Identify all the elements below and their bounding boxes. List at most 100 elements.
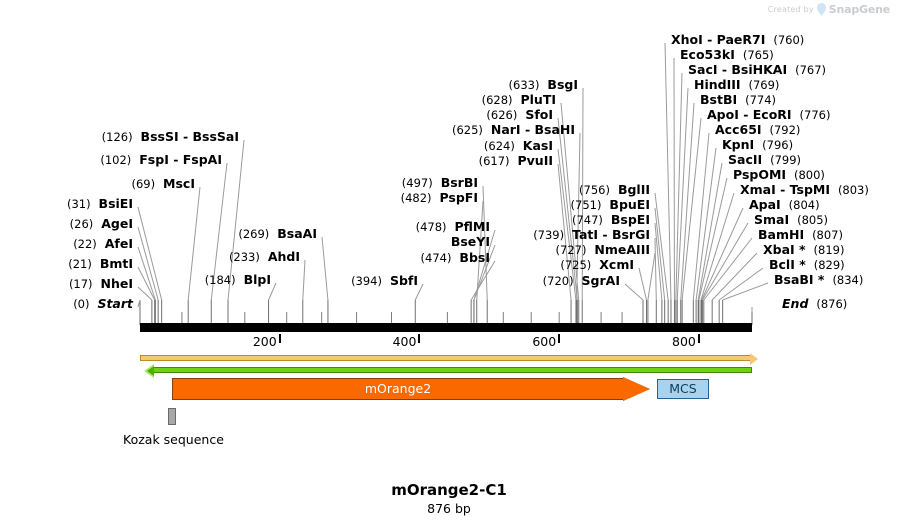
leader-line [137, 226, 159, 301]
kozak-sequence-box[interactable] [168, 408, 176, 425]
site-label-bsiei[interactable]: (31) BsiEI [0, 197, 133, 211]
site-label-bseyi[interactable]: BseYI [0, 234, 490, 249]
site-label-bspei[interactable]: (747) BspEI [0, 212, 650, 227]
site-name: BlpI [243, 272, 271, 287]
site-label-sgrai[interactable]: (720) SgrAI [0, 273, 620, 288]
site-label-pspfi[interactable]: (482) PspFI [0, 191, 478, 205]
site-name: NarI - BsaHI [490, 122, 575, 137]
mcs-box[interactable]: MCS [657, 379, 709, 399]
leader-line [703, 237, 753, 301]
site-position: (769) [748, 78, 780, 92]
site-name: BsgI [547, 77, 578, 92]
ruler-tick-label-800: 800 [672, 334, 696, 349]
site-label-blpi[interactable]: (184) BlpI [0, 272, 271, 287]
site-label-xbai[interactable]: XbaI * (819) [763, 243, 844, 257]
site-label-fspi-fspai[interactable]: (102) FspI - FspAI [0, 153, 222, 167]
site-label-eco53ki[interactable]: Eco53kI (765) [680, 48, 774, 62]
site-label-pflmi[interactable]: (478) PflMI [0, 220, 490, 234]
site-label-ahdi[interactable]: (233) AhdI [0, 250, 300, 264]
site-name: BsaBI * [774, 272, 825, 287]
site-name: SmaI [754, 212, 790, 227]
site-label-bpuei[interactable]: (751) BpuEI [0, 198, 650, 212]
site-label-bsssi-bsssai[interactable]: (126) BssSI - BssSaI [0, 130, 239, 144]
site-name: BglII [617, 182, 650, 197]
site-name: SgrAI [581, 273, 620, 288]
site-label-bstbi[interactable]: BstBI (774) [700, 93, 776, 107]
site-name: KpnI [722, 137, 755, 152]
watermark-brand-label: SnapGene [828, 3, 890, 16]
site-position: (21) [68, 257, 92, 271]
site-label-kasi[interactable]: (624) KasI [0, 138, 553, 153]
site-label-msci[interactable]: (69) MscI [0, 177, 195, 191]
site-position: (776) [799, 108, 831, 122]
promoter-feature-arrow[interactable] [140, 353, 758, 365]
site-label-hindiii[interactable]: HindIII (769) [694, 78, 780, 92]
site-label-pluti[interactable]: (628) PluTI [0, 93, 556, 107]
ruler-tick-200 [278, 334, 281, 343]
leader-line [698, 177, 728, 301]
leader-line [560, 102, 580, 301]
green-feature-arrow[interactable] [144, 364, 752, 378]
site-label-smai[interactable]: SmaI (805) [754, 212, 829, 227]
mOrange2-cds-arrow[interactable]: mOrange2 [172, 377, 650, 401]
site-label-bcli[interactable]: BclI * (829) [769, 257, 845, 272]
site-label-sacii[interactable]: SacII (799) [728, 153, 801, 167]
site-label-sfoi[interactable]: (626) SfoI [0, 108, 553, 122]
site-label-bsgi[interactable]: (633) BsgI [0, 77, 578, 92]
site-label-bsaai[interactable]: (269) BsaAI [0, 227, 317, 241]
site-label-bamhi[interactable]: BamHI (807) [758, 228, 843, 242]
site-label-agei[interactable]: (26) AgeI [0, 217, 133, 231]
leader-line [681, 117, 702, 301]
site-label-apai[interactable]: ApaI (804) [749, 198, 820, 212]
leader-line [137, 286, 153, 301]
site-label-afei[interactable]: (22) AfeI [0, 237, 133, 251]
site-label-kpni[interactable]: KpnI (796) [722, 137, 794, 152]
site-label-bmti[interactable]: (21) BmtI [0, 257, 133, 271]
site-position: (482) [400, 191, 432, 205]
site-label-xhoi-paer7i[interactable]: XhoI - PaeR7I (760) [671, 32, 804, 47]
site-label-sbfi[interactable]: (394) SbfI [0, 273, 418, 288]
ruler-tick-label-200: 200 [252, 334, 277, 349]
page-title: mOrange2-C1 [391, 481, 507, 499]
site-label-saci-bsihkai[interactable]: SacI - BsiHKAI (767) [688, 62, 826, 77]
site-name: TatI - BsrGI [572, 227, 650, 242]
site-position: (796) [762, 138, 794, 152]
kozak-sequence-label: Kozak sequence [123, 432, 224, 447]
site-name: BseYI [450, 234, 490, 249]
site-label-start[interactable]: (0) Start [0, 297, 133, 311]
site-label-xmai-tspmi[interactable]: XmaI - TspMI (803) [740, 183, 869, 197]
site-label-nhei[interactable]: (17) NheI [0, 277, 133, 291]
site-name: SacI - BsiHKAI [688, 62, 788, 77]
site-label-pvuii[interactable]: (617) PvuII [0, 154, 553, 168]
leader-line [137, 266, 156, 301]
site-name: BsrBI [440, 175, 478, 190]
site-label-bbsi[interactable]: (474) BbsI [0, 251, 490, 265]
site-position: (751) [570, 198, 602, 212]
site-label-bsrbi[interactable]: (497) BsrBI [0, 175, 478, 190]
leader-line [654, 237, 657, 301]
site-position: (625) [451, 123, 483, 137]
site-name: XhoI - PaeR7I [671, 32, 766, 47]
site-name: KasI [522, 138, 553, 153]
site-position: (805) [797, 213, 829, 227]
site-name: BclI * [769, 257, 806, 272]
site-label-end[interactable]: End (876) [782, 297, 847, 311]
site-label-nmeaiii[interactable]: (727) NmeAIII [0, 243, 650, 257]
site-name: BspEI [610, 212, 650, 227]
ruler-tick-400 [418, 334, 421, 343]
site-label-pspomi[interactable]: PspOMI (800) [733, 167, 825, 182]
site-label-xcmi[interactable]: (725) XcmI [0, 258, 634, 272]
site-name: SbfI [389, 273, 418, 288]
leader-line [470, 260, 496, 301]
site-label-apoi-ecori[interactable]: ApoI - EcoRI (776) [707, 108, 831, 122]
site-position: (269) [238, 227, 270, 241]
site-label-tati-bsrgi[interactable]: (739) TatI - BsrGI [0, 227, 650, 242]
leader-line [700, 192, 735, 301]
site-label-bsabi[interactable]: BsaBI * (834) [774, 272, 863, 287]
site-label-nari-bsahi[interactable]: (625) NarI - BsaHI [0, 122, 575, 137]
site-label-bglii[interactable]: (756) BglII [0, 182, 650, 197]
site-name: PspOMI [733, 167, 787, 182]
leader-line [268, 282, 277, 301]
site-label-acc65i[interactable]: Acc65I (792) [715, 123, 800, 137]
site-position: (22) [73, 237, 97, 251]
